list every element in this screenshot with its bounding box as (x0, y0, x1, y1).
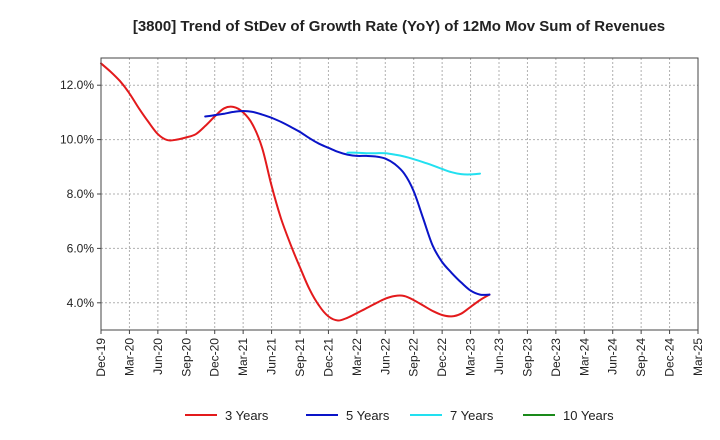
legend-label-3-years: 3 Years (225, 408, 269, 423)
x-tick-label: Dec-24 (663, 338, 677, 377)
series-layer (100, 62, 491, 322)
x-tick-label: Mar-21 (236, 338, 250, 376)
x-tick-label: Jun-24 (606, 338, 620, 375)
x-tick-label: Mar-25 (691, 338, 705, 376)
y-tick-label: 10.0% (60, 133, 94, 147)
x-tick-label: Mar-22 (350, 338, 364, 376)
x-tick-label: Sep-24 (634, 338, 648, 377)
x-tick-label: Mar-24 (577, 338, 591, 376)
x-tick-label: Mar-23 (464, 338, 478, 376)
legend: 3 Years 5 Years 7 Years 10 Years (185, 408, 614, 423)
x-tick-label: Mar-20 (122, 338, 136, 376)
legend-label-7-years: 7 Years (450, 408, 494, 423)
series-line-5-years (204, 110, 491, 296)
x-tick-label: Jun-21 (265, 338, 279, 375)
y-tick-label: 6.0% (67, 241, 95, 255)
x-tick-label: Dec-22 (435, 338, 449, 377)
x-tick-label: Jun-20 (151, 338, 165, 375)
series-line-3-years (100, 62, 491, 322)
x-tick-label: Sep-20 (179, 338, 193, 377)
y-tick-label: 8.0% (67, 187, 95, 201)
series-line-7-years (346, 151, 481, 176)
x-tick-label: Dec-19 (94, 338, 108, 377)
x-tick-label: Sep-21 (293, 338, 307, 377)
x-axis: Dec-19 Mar-20 Jun-20 Sep-20 Dec-20 Mar-21 Jun-… (94, 330, 705, 377)
x-tick-label: Jun-23 (492, 338, 506, 375)
x-tick-label: Dec-21 (321, 338, 335, 377)
y-tick-label: 12.0% (60, 78, 94, 92)
grid-layer (101, 58, 698, 330)
x-tick-label: Dec-20 (208, 338, 222, 377)
chart-title: [3800] Trend of StDev of Growth Rate (Yo… (133, 18, 665, 35)
x-tick-label: Jun-22 (378, 338, 392, 375)
x-tick-label: Sep-23 (520, 338, 534, 377)
legend-label-5-years: 5 Years (346, 408, 390, 423)
legend-label-10-years: 10 Years (563, 408, 614, 423)
x-tick-label: Dec-23 (549, 338, 563, 377)
x-tick-label: Sep-22 (407, 338, 421, 377)
y-axis: 4.0% 6.0% 8.0% 10.0% 12.0% (60, 78, 101, 310)
y-tick-label: 4.0% (67, 296, 95, 310)
